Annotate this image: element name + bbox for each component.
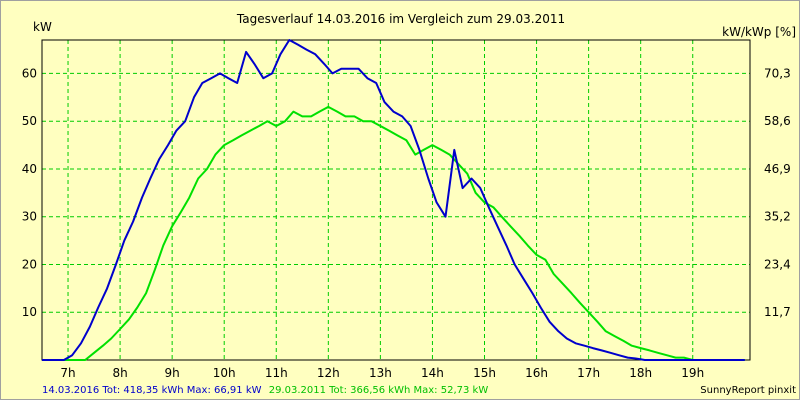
y-tick-label-right: 70,3	[764, 66, 791, 80]
y-tick-label-right: 11,7	[764, 305, 791, 319]
x-tick-label: 14h	[421, 366, 444, 380]
x-tick-label: 15h	[473, 366, 496, 380]
x-tick-label: 17h	[577, 366, 600, 380]
y-tick-label-left: 60	[22, 66, 37, 80]
y-axis-left-label: kW	[33, 20, 52, 34]
y-tick-label-right: 23,4	[764, 257, 791, 271]
y-tick-label-left: 50	[22, 114, 37, 128]
y-tick-label-right: 58,6	[764, 114, 791, 128]
y-axis-right-label: kW/kWp [%]	[722, 25, 796, 39]
footer-credit: SunnyReport pinxit	[700, 385, 796, 396]
tick-labels: 7h 8h 9h 10h 11h 12h 13h 14h 15h 16h 17h 18h 19h 10 20…	[22, 66, 791, 380]
x-tick-label: 16h	[525, 366, 548, 380]
footer-summary-series1: 14.03.2016 Tot: 418,35 kWh Max: 66,91 kW	[42, 385, 262, 396]
y-tick-label-right: 35,2	[764, 210, 791, 224]
plot-border	[41, 39, 751, 361]
x-tick-label: 9h	[165, 366, 180, 380]
x-tick-label: 11h	[265, 366, 288, 380]
y-tick-label-left: 20	[22, 257, 37, 271]
series-group	[42, 39, 745, 361]
x-tick-label: 12h	[317, 366, 340, 380]
y-tick-label-left: 30	[22, 210, 37, 224]
grid	[42, 40, 750, 360]
x-tick-label: 13h	[369, 366, 392, 380]
y-tick-label-right: 46,9	[764, 162, 791, 176]
x-tick-label: 19h	[681, 366, 704, 380]
x-tick-label: 18h	[629, 366, 652, 380]
footer-summary-series2: 29.03.2011 Tot: 366,56 kWh Max: 52,73 kW	[269, 385, 489, 396]
x-tick-label: 10h	[213, 366, 236, 380]
footer-summary: 14.03.2016 Tot: 418,35 kWh Max: 66,91 kW…	[42, 385, 488, 396]
x-tick-label: 7h	[60, 366, 75, 380]
y-tick-label-left: 40	[22, 162, 37, 176]
series-line-1	[42, 39, 745, 361]
y-tick-label-left: 10	[22, 305, 37, 319]
x-tick-label: 8h	[112, 366, 127, 380]
chart-title: Tagesverlauf 14.03.2016 im Vergleich zum…	[236, 12, 565, 26]
series-line-2	[42, 105, 745, 361]
